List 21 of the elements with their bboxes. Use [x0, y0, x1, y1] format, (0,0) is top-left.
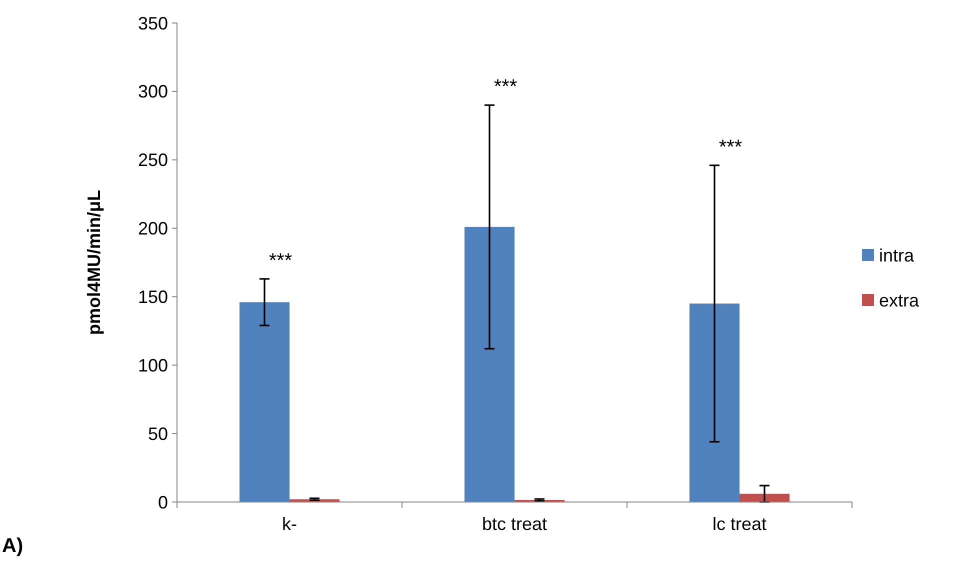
- text: A): [2, 535, 24, 557]
- bar: [240, 302, 290, 502]
- y-axis-title: pmol4MU/min/μL: [84, 190, 104, 336]
- x-tick-label: lc treat: [712, 514, 767, 534]
- y-tick-label: 250: [138, 150, 168, 170]
- y-tick-label: 150: [138, 287, 168, 308]
- y-tick-label: 350: [138, 13, 168, 34]
- y-tick-label: 300: [138, 82, 168, 102]
- bar: [464, 226, 514, 502]
- y-tick-label: 200: [138, 218, 168, 239]
- annotation: ***: [494, 76, 518, 98]
- annotation: ***: [268, 250, 292, 272]
- annotation: ***: [718, 136, 742, 158]
- legend-label: intra: [879, 245, 916, 266]
- y-tick-label: 50: [148, 424, 168, 444]
- x-tick-label: k-: [282, 514, 297, 534]
- y-tick-label: 100: [138, 355, 168, 376]
- bar: [690, 304, 740, 502]
- y-tick-label: 0: [158, 492, 168, 512]
- x-tick-label: btc treat: [482, 514, 548, 534]
- legend-label: extra: [879, 290, 920, 310]
